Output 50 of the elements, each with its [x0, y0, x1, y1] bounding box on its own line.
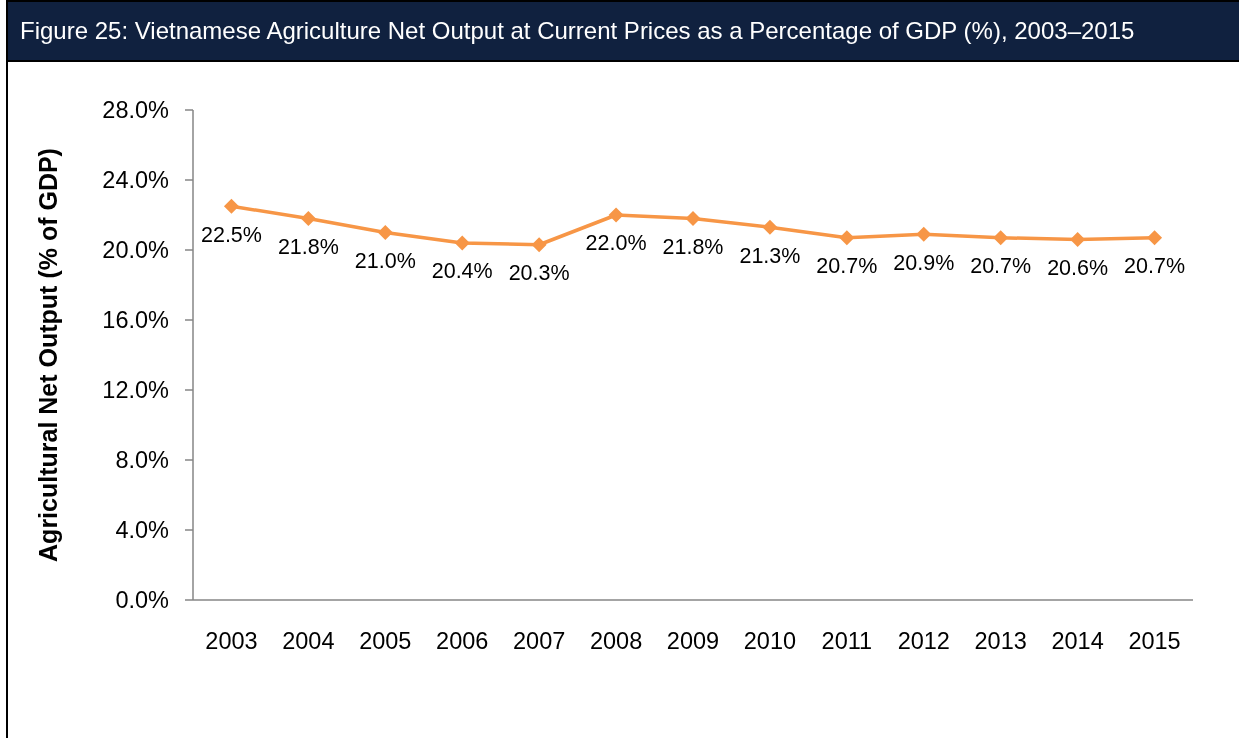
data-label: 22.5% — [200, 222, 262, 247]
point — [300, 211, 316, 226]
x-tick-label: 2003 — [205, 627, 258, 654]
data-label: 22.0% — [585, 231, 647, 256]
x-tick-label: 2010 — [743, 627, 797, 654]
point — [1147, 230, 1163, 246]
data-label: 20.7% — [816, 254, 878, 279]
x-tick-label: 2008 — [589, 627, 643, 654]
data-label: 21.3% — [739, 243, 801, 268]
chart-title: Figure 25: Vietnamese Agriculture Net Output at Current Prices as a Percentage of GDP (%), 2003–2015 — [20, 17, 1135, 45]
x-tick-label: 2007 — [513, 627, 566, 654]
x-tick-label: 2014 — [1051, 627, 1104, 654]
y-tick-label: 12.0% — [102, 377, 170, 404]
point — [993, 230, 1009, 246]
point — [762, 219, 778, 235]
point — [223, 198, 239, 214]
point — [839, 230, 855, 246]
data-label: 21.8% — [662, 234, 724, 259]
y-tick-label: 8.0% — [115, 447, 170, 474]
x-tick-label: 2005 — [359, 627, 412, 654]
data-label: 20.6% — [1047, 255, 1109, 280]
x-tick-label: 2012 — [897, 627, 950, 654]
data-label: 20.4% — [431, 259, 493, 284]
point — [608, 207, 624, 223]
data-label: 21.0% — [354, 248, 416, 273]
point — [531, 237, 547, 253]
title-banner: Figure 25: Vietnamese Agriculture Net Output at Current Prices as a Percentage of GDP (%), 2003–2015 — [8, 2, 1239, 62]
y-axis-title: Agricultural Net Output (% of GDP) — [33, 148, 62, 562]
x-tick-label: 2004 — [282, 627, 335, 654]
data-label: 20.7% — [970, 254, 1032, 279]
y-tick-label: 4.0% — [115, 517, 170, 544]
point — [685, 211, 701, 226]
y-tick-label: 28.0% — [102, 97, 170, 124]
y-tick-label: 0.0% — [115, 587, 170, 614]
point — [454, 235, 470, 251]
x-tick-label: 2013 — [974, 627, 1027, 654]
point — [916, 226, 932, 242]
point — [1070, 232, 1086, 247]
y-tick-label: 16.0% — [102, 307, 170, 334]
data-label: 21.8% — [277, 234, 339, 259]
point — [377, 225, 393, 240]
x-tick-label: 2011 — [821, 627, 873, 654]
x-tick-label: 2009 — [666, 627, 720, 654]
y-tick-label: 24.0% — [102, 167, 170, 194]
data-label: 20.3% — [508, 261, 570, 286]
y-tick-label: 20.0% — [102, 237, 170, 264]
data-label: 20.9% — [893, 250, 955, 275]
x-tick-label: 2006 — [436, 627, 489, 654]
data-label: 20.7% — [1124, 254, 1186, 279]
x-tick-label: 2015 — [1128, 627, 1181, 654]
